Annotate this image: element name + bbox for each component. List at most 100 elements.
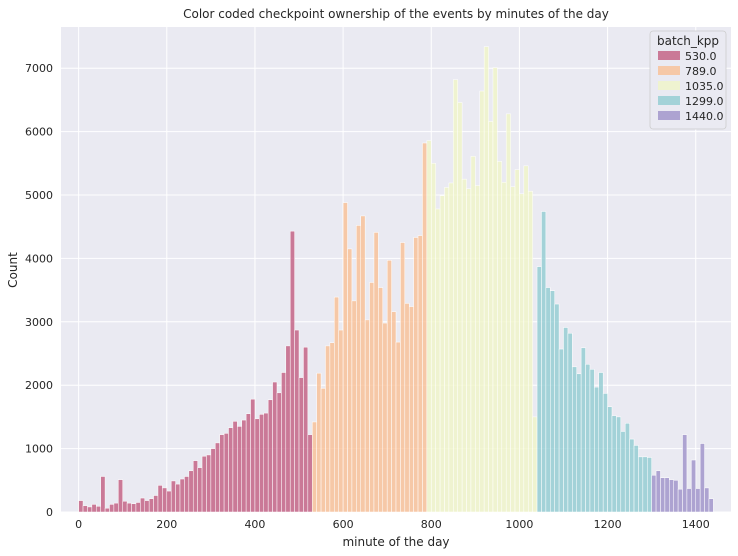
histogram-bar [228,427,234,513]
histogram-bar [272,381,278,513]
histogram-bar [395,341,401,513]
legend-label: 1440.0 [685,110,724,123]
histogram-bar [175,483,181,513]
x-tick-label: 1200 [594,518,622,531]
histogram-bar [444,187,450,513]
histogram-bar [144,500,150,513]
histogram-bar [241,419,247,513]
histogram-bar [100,476,106,513]
y-axis-label: Count [6,252,20,288]
legend-label: 530.0 [685,50,717,63]
histogram-bar [122,500,128,513]
histogram-bar [351,300,357,513]
histogram-bar [325,345,331,513]
histogram-bar [298,377,304,513]
histogram-bar [470,156,476,513]
y-tick-label: 4000 [25,252,53,265]
histogram-bar [78,500,84,513]
histogram-bar [594,386,600,513]
histogram-bar [113,502,119,513]
histogram-bar [329,342,335,513]
histogram-bar [237,426,242,513]
histogram-bar [87,506,93,513]
histogram-bar [289,230,295,513]
chart-title: Color coded checkpoint ownership of the … [183,7,609,21]
histogram-bar [360,215,366,513]
histogram-bar [210,448,216,513]
histogram-bar [669,479,674,513]
histogram-bar [638,456,644,513]
histogram-bar [651,474,657,513]
histogram-bar [545,287,551,513]
histogram-bar [118,479,123,513]
legend-swatch [658,81,680,90]
histogram-bar [294,329,300,513]
x-tick-label: 1000 [505,518,533,531]
histogram-bar [602,393,608,513]
histogram-bar [400,242,406,513]
histogram-bar [263,412,269,513]
legend-label: 1299.0 [685,95,724,108]
histogram-bar [620,431,626,513]
histogram-bar [184,476,190,513]
histogram-bar [483,46,489,513]
bars [78,46,714,513]
histogram-bar [223,433,229,513]
histogram-bar [580,347,586,513]
y-tick-label: 2000 [25,379,53,392]
histogram-bar [391,311,397,513]
histogram-bar [413,237,419,513]
histogram-bar [660,477,666,513]
histogram-bar [550,290,555,513]
histogram-bar [704,487,710,513]
histogram-bar [691,459,696,513]
histogram-bar [382,322,388,513]
histogram-bar [342,202,348,513]
y-tick-labels: 0 1000 2000 3000 4000 5000 6000 7000 [25,62,53,519]
histogram-bar [104,507,110,513]
histogram-bar [589,369,595,513]
histogram-bar [554,303,560,513]
histogram-bar [461,178,467,513]
histogram-bar [148,498,154,513]
histogram-bar [488,121,494,513]
histogram-bar [426,140,432,513]
histogram-bar [673,480,679,513]
histogram-bar [188,470,194,513]
legend-label: 1035.0 [685,80,724,93]
histogram-bar [479,90,485,513]
histogram-bar [281,372,287,513]
histogram-bar [215,442,220,513]
y-tick-label: 0 [46,506,53,519]
legend-label: 789.0 [685,65,717,78]
histogram-bar [206,454,212,513]
histogram-bar [312,421,317,513]
histogram-bar [682,434,688,513]
histogram-bar [197,467,203,513]
histogram-bar [541,211,547,513]
histogram-bar [567,332,573,513]
histogram-bar [497,161,503,513]
histogram-bar [457,102,463,513]
histogram-bar [82,505,88,513]
histogram-bar [629,438,635,513]
histogram-bar [170,480,176,513]
histogram-bar [364,319,370,513]
histogram-bar [259,414,265,513]
histogram-bar [109,504,115,513]
histogram-bar [91,504,97,513]
histogram-bar [285,345,291,513]
histogram-bar [232,421,238,513]
histogram-bar [320,388,326,513]
histogram-bar [404,303,410,513]
histogram-bar [633,445,639,513]
histogram-bar [492,67,498,513]
legend-title: batch_kpp [657,34,719,48]
histogram-bar [664,477,670,513]
histogram-bar [307,434,313,513]
histogram-bar [276,392,282,513]
y-tick-label: 3000 [25,316,53,329]
histogram-bar [422,142,428,513]
histogram-bar [386,260,392,513]
